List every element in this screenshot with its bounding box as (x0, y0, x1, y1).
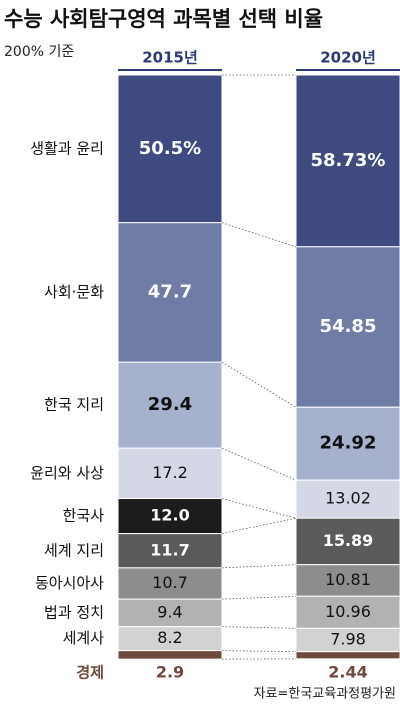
value-label: 2.9 (156, 663, 184, 682)
value-label: 11.7 (150, 540, 189, 559)
source: 자료=한국교육과정평가원 (254, 687, 396, 702)
bar-segment (295, 479, 400, 519)
value-label: 50.5% (139, 138, 201, 159)
connector (221, 564, 297, 569)
connector (221, 498, 297, 519)
bar-segment (117, 222, 223, 363)
category-label: 법과 정치 (44, 603, 104, 621)
value-label: 47.7 (148, 281, 192, 302)
value-label: 58.73% (311, 150, 386, 171)
bar-segment (295, 564, 400, 597)
connector (221, 595, 297, 600)
bar-segment (295, 74, 400, 248)
connector (221, 626, 297, 629)
chart-title: 수능 사회탐구영역 과목별 선택 비율 (4, 7, 323, 31)
series-label: 2020년 (320, 49, 376, 67)
bar-segment (295, 246, 400, 408)
bar-segment (295, 595, 400, 629)
category-label: 세계사 (63, 629, 105, 647)
bar-segment (117, 650, 223, 660)
category-label: 한국 지리 (44, 396, 104, 414)
connector (221, 222, 297, 248)
chart-subtitle: 200% 기준 (4, 44, 74, 60)
connector (221, 361, 297, 408)
bar-segment (117, 598, 223, 628)
value-label: 7.98 (330, 630, 366, 649)
bar-segment (295, 651, 400, 660)
value-label: 12.0 (150, 506, 189, 525)
series-label: 2015년 (142, 49, 198, 67)
value-label: 29.4 (148, 394, 192, 415)
category-label: 사회·문화 (44, 283, 104, 301)
connector (221, 650, 297, 653)
value-label: 8.2 (157, 628, 182, 647)
value-label: 2.44 (328, 663, 367, 682)
value-label: 54.85 (320, 316, 377, 337)
connector (221, 447, 297, 481)
category-label: 윤리와 사상 (30, 464, 104, 482)
bar-segment (295, 406, 400, 481)
connector (221, 517, 297, 535)
value-label: 17.2 (152, 463, 188, 482)
category-label: 생활과 윤리 (30, 139, 104, 157)
category-label: 경제 (76, 664, 104, 682)
bar-segment (117, 498, 223, 535)
bar-segment (117, 533, 223, 569)
category-label: 동아시아사 (35, 574, 104, 592)
value-label: 9.4 (157, 602, 182, 621)
bar-segment (117, 567, 223, 600)
value-label: 10.7 (152, 573, 188, 592)
value-label: 10.96 (325, 602, 371, 621)
bar-segment (295, 517, 400, 566)
value-label: 24.92 (320, 433, 377, 454)
value-label: 13.02 (325, 489, 371, 508)
value-label: 15.89 (323, 531, 374, 550)
bar-segment (117, 447, 223, 500)
category-label: 세계 지리 (44, 541, 104, 559)
value-label: 10.81 (325, 570, 371, 589)
category-label: 한국사 (63, 507, 105, 525)
